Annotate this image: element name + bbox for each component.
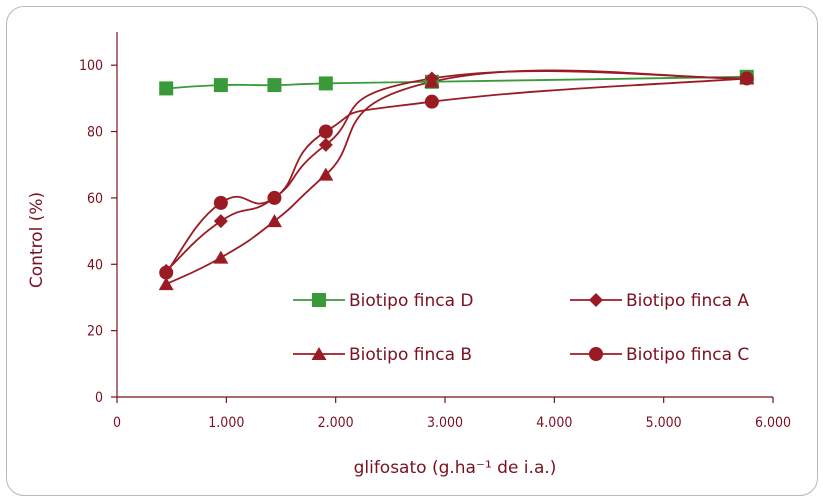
- series-line: [165, 77, 747, 274]
- x-tick-label: 0: [113, 415, 121, 431]
- data-point-diamond: [424, 71, 439, 86]
- legend: Biotipo finca D Biotipo finca A Biotipo fi…: [293, 291, 749, 365]
- series-lines: [165, 69, 747, 285]
- x-tick-label: 1.000: [208, 415, 244, 431]
- x-tick-label: 5.000: [646, 415, 682, 431]
- data-point-circle: [267, 190, 282, 205]
- data-point-triangle: [266, 214, 282, 228]
- data-point-diamond: [213, 214, 228, 229]
- y-tick-label: 80: [87, 125, 103, 141]
- legend-item: Biotipo finca B: [293, 345, 472, 365]
- x-axis-title: glifosato (g.ha⁻¹ de i.a.): [354, 458, 557, 478]
- legend-label: Biotipo finca A: [626, 291, 749, 311]
- data-point-square: [213, 78, 228, 93]
- data-point-square: [159, 81, 174, 96]
- x-tick-label: 3.000: [427, 415, 463, 431]
- series-line: [166, 75, 747, 90]
- legend-item: Biotipo finca C: [570, 345, 749, 365]
- data-point-circle: [739, 71, 754, 86]
- data-point-triangle: [158, 277, 174, 291]
- x-tick-label: 4.000: [536, 415, 572, 431]
- x-tick-label: 2.000: [318, 415, 354, 431]
- data-point-square: [267, 78, 282, 93]
- data-point-circle: [159, 265, 174, 280]
- data-point-diamond: [318, 137, 333, 152]
- legend-marker-square: [312, 293, 326, 307]
- series-line: [165, 69, 747, 285]
- y-tick-label: 40: [87, 257, 103, 273]
- x-tick-label: 6.000: [755, 415, 791, 431]
- y-axis-title: Control (%): [27, 192, 47, 288]
- tick-marks: [111, 64, 774, 403]
- y-tick-label: 20: [87, 324, 103, 340]
- legend-marker-circle: [589, 347, 603, 361]
- legend-label: Biotipo finca C: [626, 345, 749, 365]
- data-point-circle: [213, 195, 228, 210]
- data-point-square: [318, 76, 333, 91]
- y-tick-label: 100: [79, 58, 103, 74]
- data-point-triangle: [318, 167, 334, 181]
- legend-item: Biotipo finca D: [293, 291, 474, 311]
- data-point-circle: [424, 94, 439, 109]
- legend-label: Biotipo finca B: [349, 345, 472, 365]
- data-point-circle: [318, 124, 333, 139]
- data-point-triangle: [213, 250, 229, 264]
- y-tick-label: 0: [95, 390, 103, 406]
- y-tick-label: 60: [87, 191, 103, 207]
- legend-label: Biotipo finca D: [349, 291, 474, 311]
- legend-marker-triangle: [311, 347, 327, 360]
- legend-marker-diamond: [589, 293, 603, 307]
- legend-item: Biotipo finca A: [570, 291, 749, 311]
- series-markers: [158, 69, 755, 291]
- series-line: [165, 70, 747, 272]
